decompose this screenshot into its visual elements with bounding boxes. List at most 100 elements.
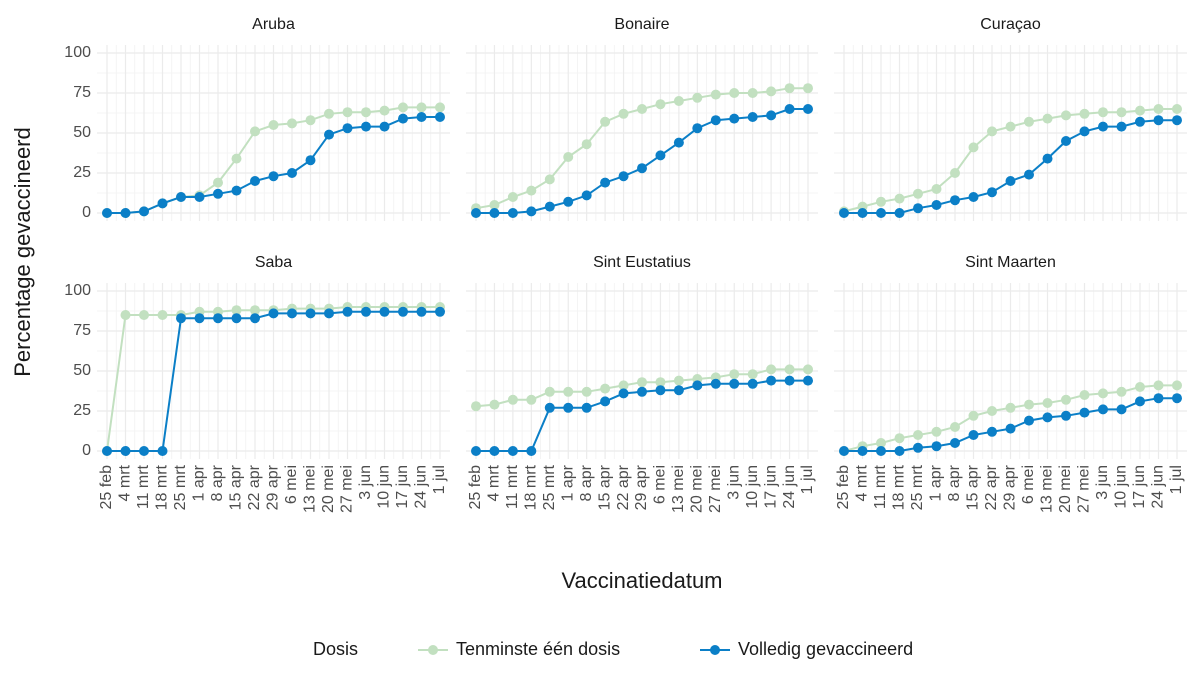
data-point: [803, 364, 813, 375]
data-point: [766, 375, 777, 386]
data-point: [379, 306, 390, 317]
data-point: [435, 112, 445, 122]
data-point: [876, 208, 886, 218]
data-point: [1079, 390, 1090, 400]
data-point: [176, 192, 186, 202]
x-tick-label: 4 mrt: [117, 464, 134, 501]
data-point: [1172, 380, 1182, 391]
data-point: [1135, 105, 1145, 116]
data-point: [710, 89, 721, 100]
data-point: [747, 88, 758, 98]
data-point: [729, 378, 740, 389]
data-point: [250, 126, 260, 137]
data-point: [1172, 104, 1182, 114]
data-point: [581, 402, 592, 413]
y-axis-title: Percentage gevaccineerd: [10, 127, 35, 377]
x-tick-label: 24 jun: [1150, 465, 1167, 509]
data-point: [250, 313, 260, 324]
data-point: [324, 308, 334, 319]
data-point: [268, 308, 279, 319]
data-point: [784, 104, 795, 114]
data-point: [507, 192, 518, 202]
x-tick-label: 27 mei: [707, 465, 724, 513]
legend-point: [428, 645, 438, 655]
y-tick-label: 100: [64, 282, 91, 299]
data-point: [766, 364, 777, 375]
data-point: [1005, 402, 1016, 413]
x-tick-label: 1 apr: [928, 464, 945, 501]
x-tick-label: 22 apr: [615, 464, 632, 510]
x-tick-label: 1 apr: [559, 464, 576, 501]
data-point: [600, 383, 611, 394]
data-point: [194, 192, 205, 202]
data-point: [894, 193, 905, 204]
data-point: [471, 446, 481, 456]
data-point: [526, 446, 537, 456]
data-point: [120, 310, 131, 320]
x-tick-label: 11 mrt: [504, 464, 521, 509]
data-point: [139, 310, 149, 320]
y-tick-label: 0: [82, 442, 91, 459]
data-point: [1079, 407, 1090, 418]
x-tick-label: 27 mei: [1076, 465, 1093, 513]
legend-label: Tenminste één dosis: [456, 639, 620, 659]
x-tick-label: 25 mrt: [541, 464, 558, 510]
data-point: [894, 433, 905, 444]
panel-title: Curaçao: [980, 16, 1041, 33]
data-point: [1135, 116, 1145, 127]
data-point: [931, 200, 942, 210]
data-point: [1153, 380, 1164, 391]
data-point: [1005, 423, 1016, 434]
data-point: [1042, 113, 1053, 124]
x-tick-label: 11 mrt: [135, 464, 152, 509]
data-point: [544, 386, 555, 397]
data-point: [287, 168, 297, 178]
data-point: [1135, 396, 1145, 407]
data-point: [1042, 398, 1053, 408]
data-point: [287, 308, 297, 319]
data-point: [729, 369, 740, 380]
panel-title: Sint Maarten: [965, 254, 1056, 271]
data-point: [361, 121, 371, 132]
data-point: [563, 196, 574, 207]
data-point: [231, 305, 242, 316]
data-point: [673, 137, 684, 148]
data-point: [213, 177, 223, 188]
data-point: [157, 310, 168, 320]
data-point: [416, 306, 427, 317]
x-tick-label: 18 mrt: [154, 464, 171, 510]
y-tick-label: 25: [73, 164, 91, 181]
data-point: [324, 108, 334, 119]
data-point: [268, 120, 279, 130]
x-tick-label: 27 mei: [339, 465, 356, 513]
data-point: [1172, 393, 1182, 404]
x-tick-label: 4 mrt: [854, 464, 871, 501]
data-point: [950, 168, 960, 178]
x-tick-label: 8 apr: [209, 464, 226, 501]
panel-title: Bonaire: [614, 16, 669, 33]
data-point: [950, 422, 960, 432]
data-point: [139, 206, 149, 217]
data-point: [231, 153, 242, 164]
data-point: [157, 198, 168, 209]
data-point: [968, 142, 979, 153]
legend-point: [710, 645, 720, 655]
data-point: [489, 200, 500, 210]
legend: Dosis Tenminste één dosis Volledig gevac…: [313, 639, 913, 659]
data-point: [102, 446, 112, 456]
data-point: [600, 116, 611, 127]
x-tick-label: 25 feb: [467, 465, 484, 510]
data-point: [544, 201, 555, 212]
data-point: [803, 104, 813, 114]
data-point: [1061, 136, 1071, 146]
data-point: [268, 171, 279, 182]
data-point: [747, 378, 758, 389]
x-tick-label: 22 apr: [246, 464, 263, 510]
data-point: [416, 102, 427, 113]
data-point: [618, 171, 629, 182]
data-point: [876, 446, 886, 456]
data-point: [342, 107, 353, 118]
data-point: [637, 386, 647, 397]
x-tick-label: 17 jun: [394, 465, 411, 509]
data-point: [1005, 176, 1016, 186]
